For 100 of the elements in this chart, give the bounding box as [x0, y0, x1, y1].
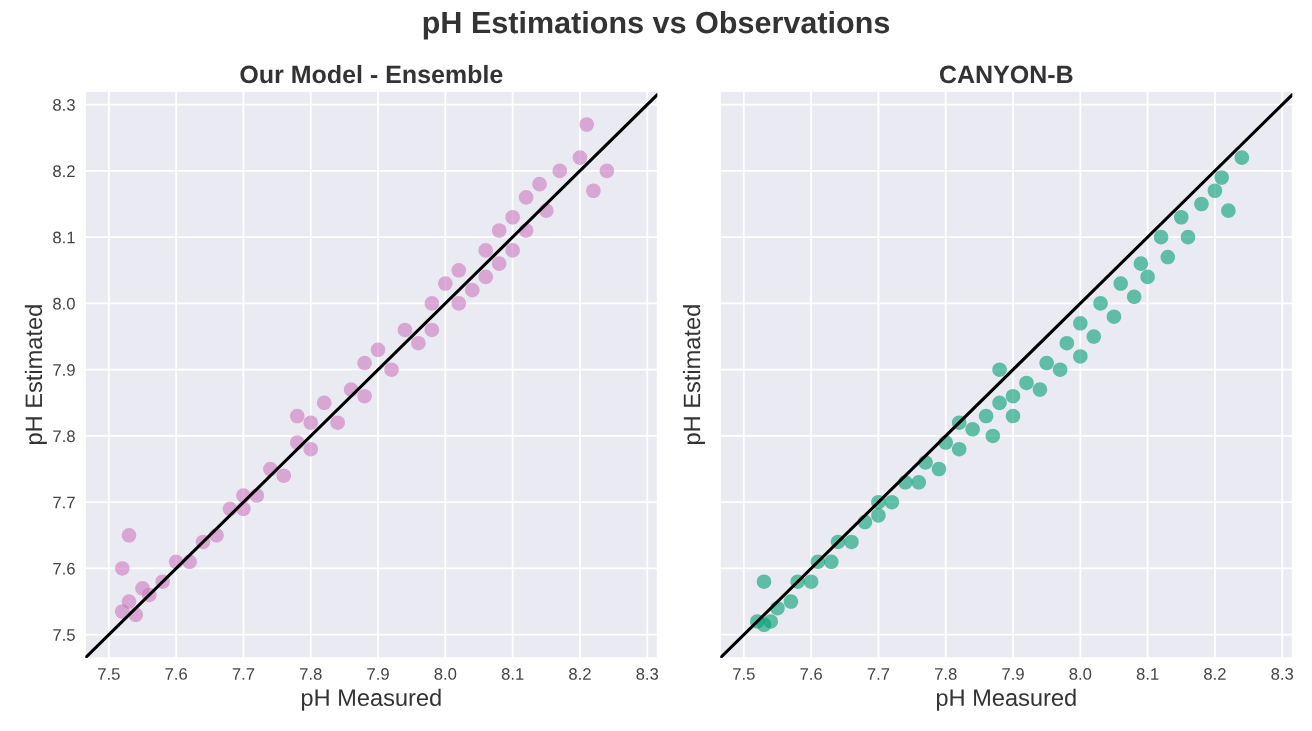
- text: pH Estimations vs Observations: [423, 10, 890, 40]
- y-axis-title: pH Estimated: [24, 305, 47, 444]
- point: [1113, 276, 1128, 291]
- x-tick-label: 8.1: [1136, 668, 1159, 680]
- point: [803, 574, 819, 589]
- y-tick-label: 7.7: [53, 496, 75, 509]
- point: [276, 468, 292, 483]
- point: [478, 243, 493, 258]
- point: [370, 342, 386, 358]
- x-tick-label: 8.0: [434, 668, 457, 680]
- point: [1005, 408, 1021, 424]
- point: [424, 322, 440, 338]
- point: [316, 395, 332, 411]
- point: [532, 176, 547, 192]
- y-tick-label: 8.1: [53, 231, 75, 244]
- point: [756, 574, 772, 589]
- point: [1160, 249, 1176, 265]
- point: [303, 441, 319, 457]
- point: [357, 388, 372, 404]
- point: [586, 183, 601, 199]
- x-tick-label: 8.2: [569, 668, 591, 680]
- point: [491, 223, 507, 238]
- point: [783, 594, 799, 609]
- y-tick-label: 7.5: [53, 629, 75, 641]
- point: [824, 554, 839, 570]
- y-tick-label: 8.3: [53, 99, 75, 111]
- point: [505, 209, 520, 225]
- y-tick-label: 8.0: [53, 297, 75, 310]
- point: [1032, 382, 1048, 397]
- point: [121, 528, 137, 543]
- x-tick-label: 7.6: [165, 668, 187, 680]
- x-tick-label: 8.1: [501, 668, 524, 680]
- point: [330, 415, 345, 430]
- x-tick-label: 8.3: [1271, 668, 1294, 680]
- point: [1106, 309, 1122, 324]
- y-tick-label: 7.6: [53, 562, 75, 575]
- point: [911, 475, 927, 490]
- point: [1153, 229, 1169, 245]
- point: [424, 296, 440, 311]
- point: [1214, 170, 1229, 185]
- point: [599, 163, 615, 179]
- point: [1234, 150, 1250, 165]
- y-tick-label: 8.2: [53, 165, 75, 178]
- x-tick-label: 7.8: [300, 668, 322, 680]
- point: [384, 362, 399, 377]
- point: [1173, 209, 1189, 225]
- point: [289, 408, 305, 424]
- x-tick-label: 7.5: [733, 668, 755, 680]
- point: [931, 461, 947, 477]
- x-tick-label: 7.9: [1002, 668, 1024, 680]
- x-tick-label: 8.0: [1069, 668, 1092, 680]
- point: [397, 322, 413, 338]
- point: [1126, 289, 1142, 305]
- point: [572, 150, 588, 165]
- point: [1221, 203, 1236, 218]
- y-tick-label: 7.9: [53, 364, 75, 376]
- point: [992, 362, 1007, 377]
- y-tick-label: 7.8: [53, 430, 75, 443]
- x-tick-label: 7.6: [800, 668, 822, 680]
- x-tick-label: 7.9: [367, 668, 389, 680]
- point: [478, 269, 493, 285]
- point: [451, 262, 467, 278]
- x-tick-label: 7.5: [98, 668, 120, 680]
- point: [1039, 355, 1054, 371]
- point: [411, 335, 426, 351]
- point: [1086, 329, 1102, 344]
- point: [978, 408, 994, 424]
- x-tick-label: 8.2: [1204, 668, 1226, 680]
- point: [451, 296, 467, 311]
- x-tick-label: 7.8: [934, 668, 957, 680]
- point: [303, 415, 319, 430]
- chart-title: Our Model - Ensemble: [240, 64, 503, 84]
- point: [951, 441, 967, 457]
- point: [464, 282, 480, 298]
- point: [1207, 183, 1223, 199]
- point: [491, 256, 507, 271]
- point: [1180, 229, 1196, 245]
- point: [518, 190, 534, 205]
- point: [357, 355, 372, 371]
- x-tick-label: 7.7: [232, 668, 255, 680]
- point: [985, 428, 1001, 444]
- point: [1073, 316, 1088, 331]
- x-tick-label: 7.7: [867, 668, 890, 680]
- point: [1052, 362, 1068, 377]
- x-tick-label: 8.3: [636, 668, 659, 680]
- point: [1019, 375, 1034, 391]
- point: [1140, 269, 1155, 285]
- point: [1059, 335, 1075, 351]
- point: [579, 117, 594, 132]
- point: [1005, 388, 1021, 404]
- point: [844, 534, 859, 550]
- point: [884, 494, 900, 510]
- point: [992, 395, 1007, 411]
- point: [552, 163, 568, 179]
- point: [1073, 349, 1088, 364]
- point: [1194, 196, 1209, 212]
- x-axis-title: pH Measured: [301, 688, 441, 711]
- point: [505, 243, 520, 258]
- y-axis-title: pH Estimated: [682, 305, 705, 444]
- point: [763, 614, 779, 629]
